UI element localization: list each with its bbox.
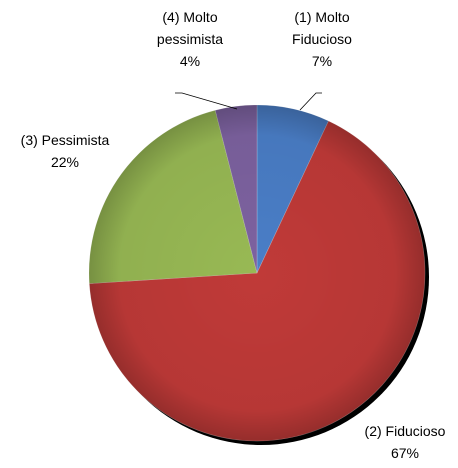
leader-line-4 [175, 92, 238, 110]
slice-label-3: (3) Pessimista 22% [21, 132, 110, 170]
slice-label-4: (4) Molto pessimista 4% [157, 9, 223, 69]
slice-percent: 7% [312, 53, 332, 69]
slice-percent: 67% [391, 445, 419, 461]
slice-name-line: (2) Fiducioso [365, 423, 446, 439]
slice-name-line: (3) Pessimista [21, 132, 110, 148]
slice-name-line: Fiducioso [292, 31, 352, 47]
slice-label-1: (1) Molto Fiducioso 7% [292, 9, 352, 69]
slice-percent: 22% [51, 154, 79, 170]
leader-lines [175, 92, 322, 111]
slice-name-line: pessimista [157, 31, 223, 47]
slice-label-2: (2) Fiducioso 67% [365, 423, 446, 461]
pie-shading [89, 105, 425, 441]
slice-labels: (1) Molto Fiducioso 7% (2) Fiducioso 67% (3) … [21, 9, 446, 461]
leader-line-1 [299, 92, 322, 111]
slice-percent: 4% [180, 53, 200, 69]
slice-name-line: (4) Molto [162, 9, 217, 25]
slice-name-line: (1) Molto [294, 9, 349, 25]
